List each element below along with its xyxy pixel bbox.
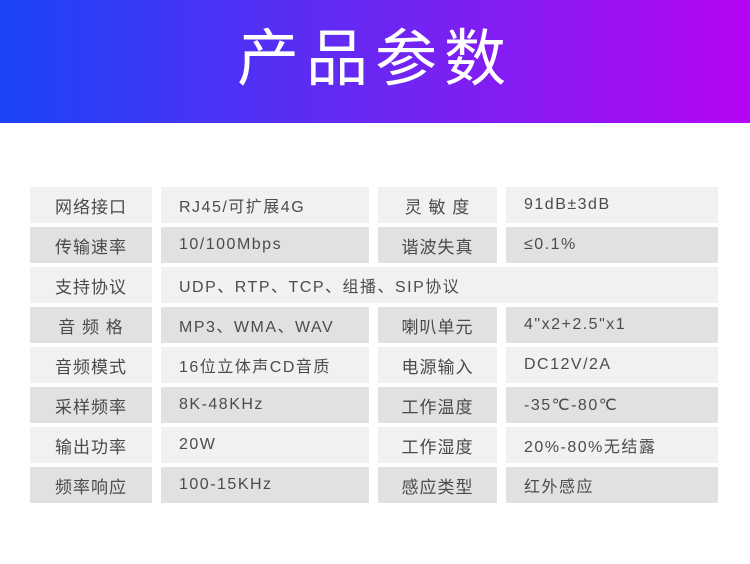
spec-label: 灵 敏 度 xyxy=(378,187,497,223)
spec-label: 音 频 格 xyxy=(30,307,152,343)
spec-value: 100-15KHz xyxy=(161,467,369,503)
table-row: 输出功率 20W 工作湿度 20%-80%无结露 xyxy=(30,427,718,463)
spec-value: UDP、RTP、TCP、组播、SIP协议 xyxy=(161,267,718,303)
table-row: 传输速率 10/100Mbps 谐波失真 ≤0.1% xyxy=(30,227,718,263)
spec-label: 支持协议 xyxy=(30,267,152,303)
spec-label: 频率响应 xyxy=(30,467,152,503)
spec-value: 20W xyxy=(161,427,369,463)
spec-value: 10/100Mbps xyxy=(161,227,369,263)
spec-label: 音频模式 xyxy=(30,347,152,383)
spec-value: 16位立体声CD音质 xyxy=(161,347,369,383)
spec-value: ≤0.1% xyxy=(506,227,718,263)
table-row: 音频模式 16位立体声CD音质 电源输入 DC12V/2A xyxy=(30,347,718,383)
spec-value: -35℃-80℃ xyxy=(506,387,718,423)
spec-label: 电源输入 xyxy=(378,347,497,383)
spec-table: 网络接口 RJ45/可扩展4G 灵 敏 度 91dB±3dB 传输速率 10/1… xyxy=(30,187,718,503)
spec-label: 工作温度 xyxy=(378,387,497,423)
spec-value: 20%-80%无结露 xyxy=(506,427,718,463)
spec-value: 4"x2+2.5"x1 xyxy=(506,307,718,343)
spec-value: RJ45/可扩展4G xyxy=(161,187,369,223)
spec-value: MP3、WMA、WAV xyxy=(161,307,369,343)
spec-value: 8K-48KHz xyxy=(161,387,369,423)
page-title: 产品参数 xyxy=(236,24,513,94)
header-banner: 产品参数 xyxy=(0,0,750,123)
spec-value: DC12V/2A xyxy=(506,347,718,383)
spec-label: 工作湿度 xyxy=(378,427,497,463)
spec-value: 红外感应 xyxy=(506,467,718,503)
spec-label: 传输速率 xyxy=(30,227,152,263)
spec-label: 网络接口 xyxy=(30,187,152,223)
table-row: 网络接口 RJ45/可扩展4G 灵 敏 度 91dB±3dB xyxy=(30,187,718,223)
table-row: 采样频率 8K-48KHz 工作温度 -35℃-80℃ xyxy=(30,387,718,423)
spec-label: 喇叭单元 xyxy=(378,307,497,343)
table-row: 音 频 格 MP3、WMA、WAV 喇叭单元 4"x2+2.5"x1 xyxy=(30,307,718,343)
spec-label: 输出功率 xyxy=(30,427,152,463)
spec-label: 谐波失真 xyxy=(378,227,497,263)
spec-value: 91dB±3dB xyxy=(506,187,718,223)
spec-label: 感应类型 xyxy=(378,467,497,503)
table-row: 支持协议 UDP、RTP、TCP、组播、SIP协议 xyxy=(30,267,718,303)
spec-label: 采样频率 xyxy=(30,387,152,423)
table-row: 频率响应 100-15KHz 感应类型 红外感应 xyxy=(30,467,718,503)
